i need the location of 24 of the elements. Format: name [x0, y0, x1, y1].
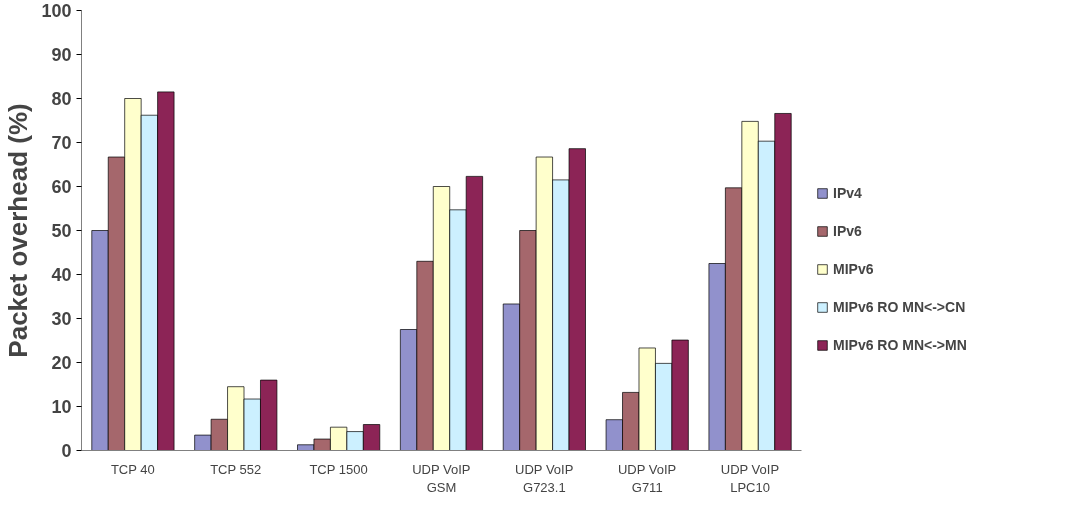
y-tick-label: 60: [51, 177, 72, 197]
y-tick-label: 80: [51, 89, 72, 109]
legend-label: MIPv6 RO MN<->MN: [833, 337, 967, 354]
y-tick-label: 50: [51, 221, 72, 241]
x-tick-label: TCP 40: [110, 461, 155, 477]
y-tick-label: 20: [51, 353, 72, 373]
x-tick-label: UDP VoIP GSM: [412, 461, 471, 495]
x-tick-label: UDP VoIP G723.1: [515, 461, 574, 495]
x-tick-label: TCP 1500: [309, 461, 368, 477]
y-tick-label: 70: [51, 133, 72, 153]
legend-label: MIPv6: [833, 261, 874, 278]
y-tick-label: 0: [61, 441, 72, 461]
x-tick-label: UDP VoIP LPC10: [720, 461, 780, 495]
y-tick-label: 90: [51, 45, 72, 65]
x-tick-label: TCP 552: [210, 461, 262, 477]
y-tick-label: 10: [51, 397, 72, 417]
y-axis-title: Packet overhead (%): [3, 103, 34, 358]
x-tick-label: UDP VoIP G711: [617, 461, 677, 495]
legend-label: IPv4: [833, 185, 862, 202]
legend-label: MIPv6 RO MN<->CN: [833, 299, 966, 316]
y-tick-label: 30: [51, 309, 72, 329]
y-tick-label: 100: [41, 1, 72, 21]
legend-label: IPv6: [833, 223, 862, 240]
y-tick-label: 40: [51, 265, 72, 285]
